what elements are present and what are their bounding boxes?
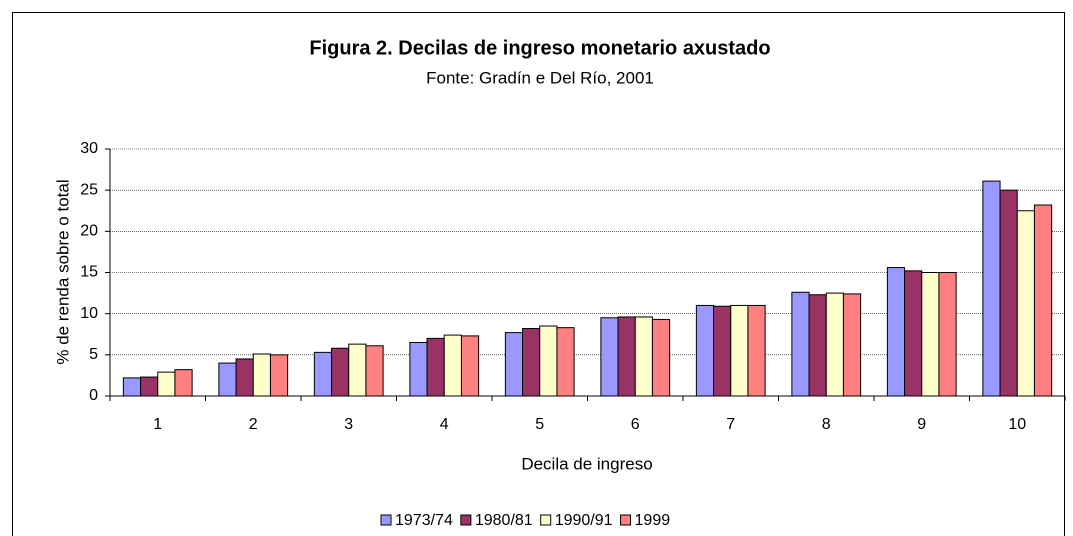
bar <box>140 376 159 397</box>
bar <box>252 353 271 397</box>
y-tick-label: 5 <box>89 346 98 363</box>
bar <box>886 267 906 397</box>
x-tick-label: 8 <box>822 416 831 433</box>
bar <box>218 362 237 397</box>
bar <box>365 345 384 397</box>
x-tick-label: 9 <box>917 416 926 433</box>
bar <box>791 291 810 397</box>
bar <box>695 304 715 397</box>
bar <box>747 304 766 397</box>
bar <box>556 327 575 397</box>
bar <box>999 189 1018 397</box>
bar <box>409 341 428 397</box>
bar <box>825 292 844 397</box>
x-tick-label: 7 <box>726 416 735 433</box>
x-tick-label: 4 <box>440 416 449 433</box>
bar <box>713 305 732 397</box>
bar <box>348 343 367 397</box>
bar <box>443 334 462 397</box>
bar <box>1033 204 1053 397</box>
y-tick-label: 10 <box>80 305 98 322</box>
x-axis-title: Decila de ingreso <box>521 454 652 473</box>
bar <box>157 371 176 397</box>
bar <box>313 351 333 397</box>
bar <box>600 317 619 397</box>
bar <box>651 318 671 397</box>
bar <box>426 337 445 397</box>
legend-label: 1999 <box>635 512 671 529</box>
bar <box>842 293 862 397</box>
bar <box>269 354 289 397</box>
bar <box>617 316 636 397</box>
bar <box>904 270 923 397</box>
bar <box>1016 210 1035 397</box>
bar <box>539 325 558 397</box>
y-tick-label: 25 <box>80 181 98 198</box>
legend-label: 1990/91 <box>555 512 613 529</box>
x-tick-label: 3 <box>344 416 353 433</box>
y-tick-label: 15 <box>80 264 98 281</box>
bar <box>730 304 749 397</box>
bar <box>921 272 940 397</box>
chart-title: Figura 2. Decilas de ingreso monetario a… <box>309 37 770 59</box>
bar <box>938 272 957 397</box>
legend-label: 1973/74 <box>395 512 453 529</box>
bar <box>982 180 1001 397</box>
y-tick-label: 0 <box>89 387 98 404</box>
x-tick-label: 10 <box>1008 416 1026 433</box>
legend-swatch <box>540 514 552 526</box>
x-tick-label: 1 <box>153 416 162 433</box>
bar <box>122 377 142 397</box>
x-tick-label: 6 <box>631 416 640 433</box>
bar <box>634 316 653 397</box>
bar <box>174 369 193 397</box>
bar <box>460 335 480 397</box>
bar <box>522 327 541 397</box>
legend-swatch <box>620 514 632 526</box>
legend-label: 1980/81 <box>475 512 533 529</box>
bar <box>808 294 827 397</box>
bar <box>331 347 350 397</box>
legend-swatch <box>380 514 392 526</box>
chart-subtitle: Fonte: Gradín e Del Río, 2001 <box>426 68 654 87</box>
bar <box>504 332 524 397</box>
y-tick-label: 20 <box>80 223 98 240</box>
bar <box>235 358 254 397</box>
legend-swatch <box>460 514 472 526</box>
x-tick-label: 2 <box>249 416 258 433</box>
y-axis-title: % de renda sobre o total <box>53 179 72 364</box>
y-tick-label: 30 <box>80 140 98 157</box>
x-tick-label: 5 <box>535 416 544 433</box>
